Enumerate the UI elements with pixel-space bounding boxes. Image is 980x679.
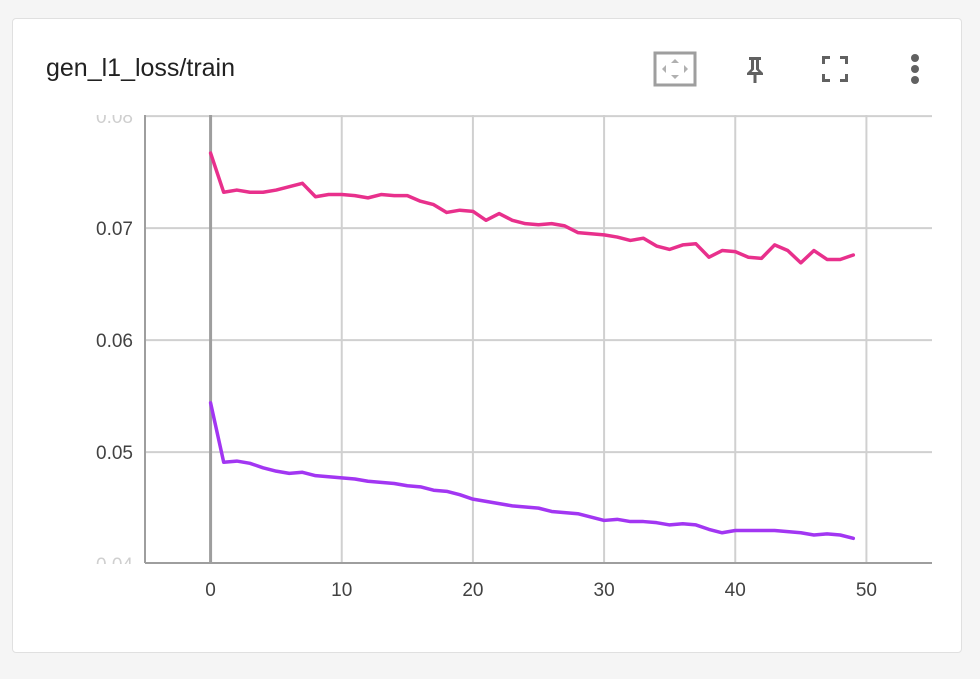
card-toolbar xyxy=(13,49,961,89)
x-tick-label: 0 xyxy=(205,580,216,601)
axes xyxy=(144,115,932,564)
x-tick-label: 40 xyxy=(725,580,746,601)
more-options-button[interactable] xyxy=(893,49,937,89)
scalar-card: gen_l1_loss/train xyxy=(12,18,962,653)
fit-domain-button[interactable] xyxy=(653,49,697,89)
fit-to-data-icon xyxy=(653,51,697,87)
plot-area xyxy=(208,151,856,541)
x-tick-label: 50 xyxy=(856,580,877,601)
grid-lines xyxy=(145,115,932,563)
y-tick-label: 0.06 xyxy=(96,331,133,352)
x-tick-label: 20 xyxy=(462,580,483,601)
x-tick-label: 10 xyxy=(331,580,352,601)
label-clip-top xyxy=(73,99,143,115)
fullscreen-icon xyxy=(822,56,848,82)
series-line-2 xyxy=(208,401,856,541)
x-tick-label: 30 xyxy=(594,580,615,601)
pin-button[interactable] xyxy=(733,49,777,89)
fullscreen-button[interactable] xyxy=(813,49,857,89)
y-tick-label: 0.07 xyxy=(96,219,133,240)
y-tick-label: 0.05 xyxy=(96,443,133,464)
pin-icon xyxy=(747,57,763,83)
card-title: gen_l1_loss/train xyxy=(46,54,236,82)
label-clip-bottom xyxy=(73,564,143,580)
more-vert-icon xyxy=(911,54,919,84)
series-line-1 xyxy=(208,151,856,265)
